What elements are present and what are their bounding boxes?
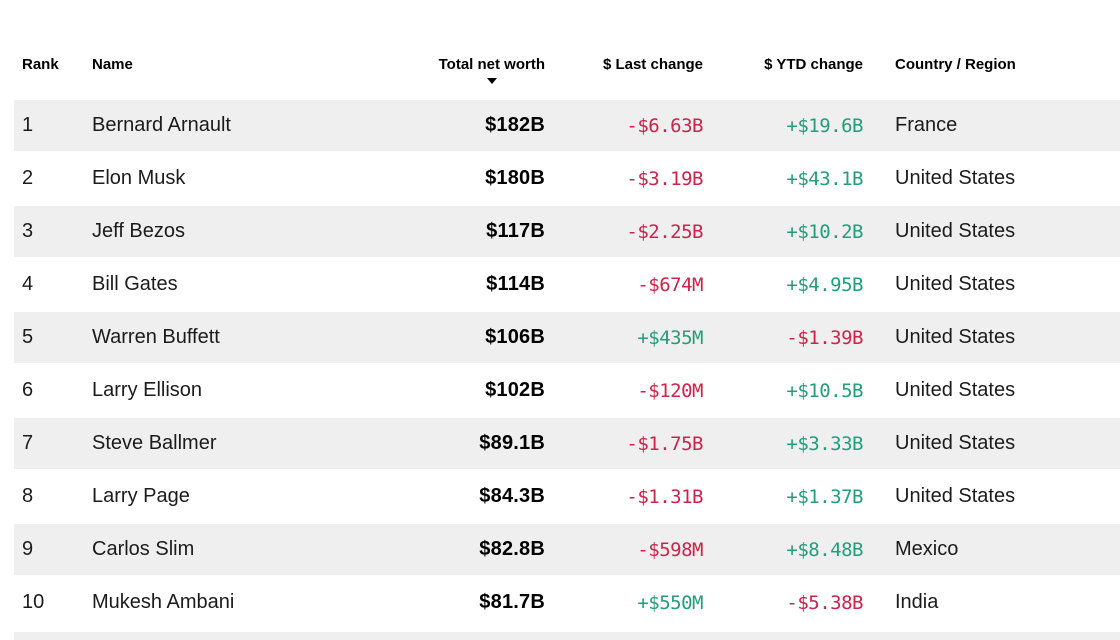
country-cell: United States [895, 167, 1016, 189]
header-total-net-worth[interactable]: Total net worth [330, 57, 545, 84]
net-worth-cell: $182B [485, 114, 545, 136]
rank-cell: 10 [22, 591, 45, 613]
name-cell: Steve Ballmer [92, 432, 217, 454]
ytd-change-cell: +$4.95B [786, 273, 863, 296]
net-worth-cell: $84.3B [479, 485, 545, 507]
name-cell: Mukesh Ambani [92, 591, 235, 613]
net-worth-cell: $114B [486, 273, 545, 295]
net-worth-cell: $117B [486, 220, 545, 242]
table-row[interactable]: 8 Larry Page $84.3B -$1.31B +$1.37B Unit… [14, 471, 1120, 524]
last-change-cell: -$1.75B [626, 432, 703, 455]
table-row[interactable]: 7 Steve Ballmer $89.1B -$1.75B +$3.33B U… [14, 418, 1120, 471]
last-change-cell: -$674M [637, 273, 703, 296]
country-cell: Mexico [895, 538, 959, 560]
ytd-change-cell: -$5.38B [786, 591, 863, 614]
country-cell: United States [895, 220, 1016, 242]
name-cell: Bernard Arnault [92, 114, 231, 136]
last-change-cell: +$550M [637, 591, 703, 614]
table-row[interactable]: 6 Larry Ellison $102B -$120M +$10.5B Uni… [14, 365, 1120, 418]
name-cell: Warren Buffett [92, 326, 220, 348]
ytd-change-cell: +$10.5B [786, 379, 863, 402]
rank-cell: 8 [22, 485, 34, 507]
name-cell: Bill Gates [92, 273, 178, 295]
ytd-change-cell: +$8.48B [786, 538, 863, 561]
table-body: 1 Bernard Arnault $182B -$6.63B +$19.6B … [14, 100, 1120, 630]
last-change-cell: -$3.19B [626, 167, 703, 190]
country-cell: United States [895, 379, 1016, 401]
net-worth-cell: $180B [485, 167, 545, 189]
net-worth-cell: $102B [485, 379, 545, 401]
name-cell: Larry Ellison [92, 379, 203, 401]
country-cell: India [895, 591, 939, 613]
country-cell: France [895, 114, 958, 136]
rank-cell: 7 [22, 432, 34, 454]
table-row[interactable]: 4 Bill Gates $114B -$674M +$4.95B United… [14, 259, 1120, 312]
country-cell: United States [895, 485, 1016, 507]
header-rank[interactable]: Rank [22, 56, 59, 73]
net-worth-cell: $89.1B [479, 432, 545, 454]
country-cell: United States [895, 326, 1016, 348]
ytd-change-cell: +$19.6B [786, 114, 863, 137]
table-row[interactable]: 10 Mukesh Ambani $81.7B +$550M -$5.38B I… [14, 577, 1120, 630]
table-row[interactable]: 2 Elon Musk $180B -$3.19B +$43.1B United… [14, 153, 1120, 206]
last-change-cell: +$435M [637, 326, 703, 349]
ytd-change-cell: +$10.2B [786, 220, 863, 243]
last-change-cell: -$2.25B [626, 220, 703, 243]
net-worth-cell: $106B [485, 326, 545, 348]
ytd-change-cell: +$3.33B [786, 432, 863, 455]
table-row[interactable]: 3 Jeff Bezos $117B -$2.25B +$10.2B Unite… [14, 206, 1120, 259]
header-ytd-change[interactable]: $ YTD change [764, 56, 863, 73]
rank-cell: 6 [22, 379, 34, 401]
table-row[interactable]: 5 Warren Buffett $106B +$435M -$1.39B Un… [14, 312, 1120, 365]
table-row-partial [14, 632, 1120, 640]
name-cell: Jeff Bezos [92, 220, 186, 242]
rank-cell: 1 [22, 114, 34, 136]
rank-cell: 4 [22, 273, 34, 295]
last-change-cell: -$598M [637, 538, 703, 561]
net-worth-cell: $82.8B [479, 538, 545, 560]
ytd-change-cell: +$43.1B [786, 167, 863, 190]
rank-cell: 5 [22, 326, 34, 348]
header-name[interactable]: Name [92, 56, 133, 73]
header-last-change[interactable]: $ Last change [602, 56, 703, 73]
table-row[interactable]: 9 Carlos Slim $82.8B -$598M +$8.48B Mexi… [14, 524, 1120, 577]
last-change-cell: -$6.63B [626, 114, 703, 137]
net-worth-cell: $81.7B [479, 591, 545, 613]
rank-cell: 3 [22, 220, 34, 242]
billionaires-index-table: Rank Name Total net worth $ Last change … [14, 0, 1120, 640]
name-cell: Carlos Slim [92, 538, 195, 560]
table-header-row: Rank Name Total net worth $ Last change … [14, 0, 1120, 100]
sort-desc-icon [486, 78, 497, 84]
header-total-net-worth-label: Total net worth [438, 56, 545, 73]
table-row[interactable]: 1 Bernard Arnault $182B -$6.63B +$19.6B … [14, 100, 1120, 153]
name-cell: Elon Musk [92, 167, 186, 189]
name-cell: Larry Page [92, 485, 190, 507]
last-change-cell: -$1.31B [626, 485, 703, 508]
country-cell: United States [895, 273, 1016, 295]
rank-cell: 9 [22, 538, 34, 560]
ytd-change-cell: +$1.37B [786, 485, 863, 508]
rank-cell: 2 [22, 167, 34, 189]
ytd-change-cell: -$1.39B [786, 326, 863, 349]
header-country-region[interactable]: Country / Region [895, 56, 1016, 73]
country-cell: United States [895, 432, 1016, 454]
last-change-cell: -$120M [637, 379, 703, 402]
